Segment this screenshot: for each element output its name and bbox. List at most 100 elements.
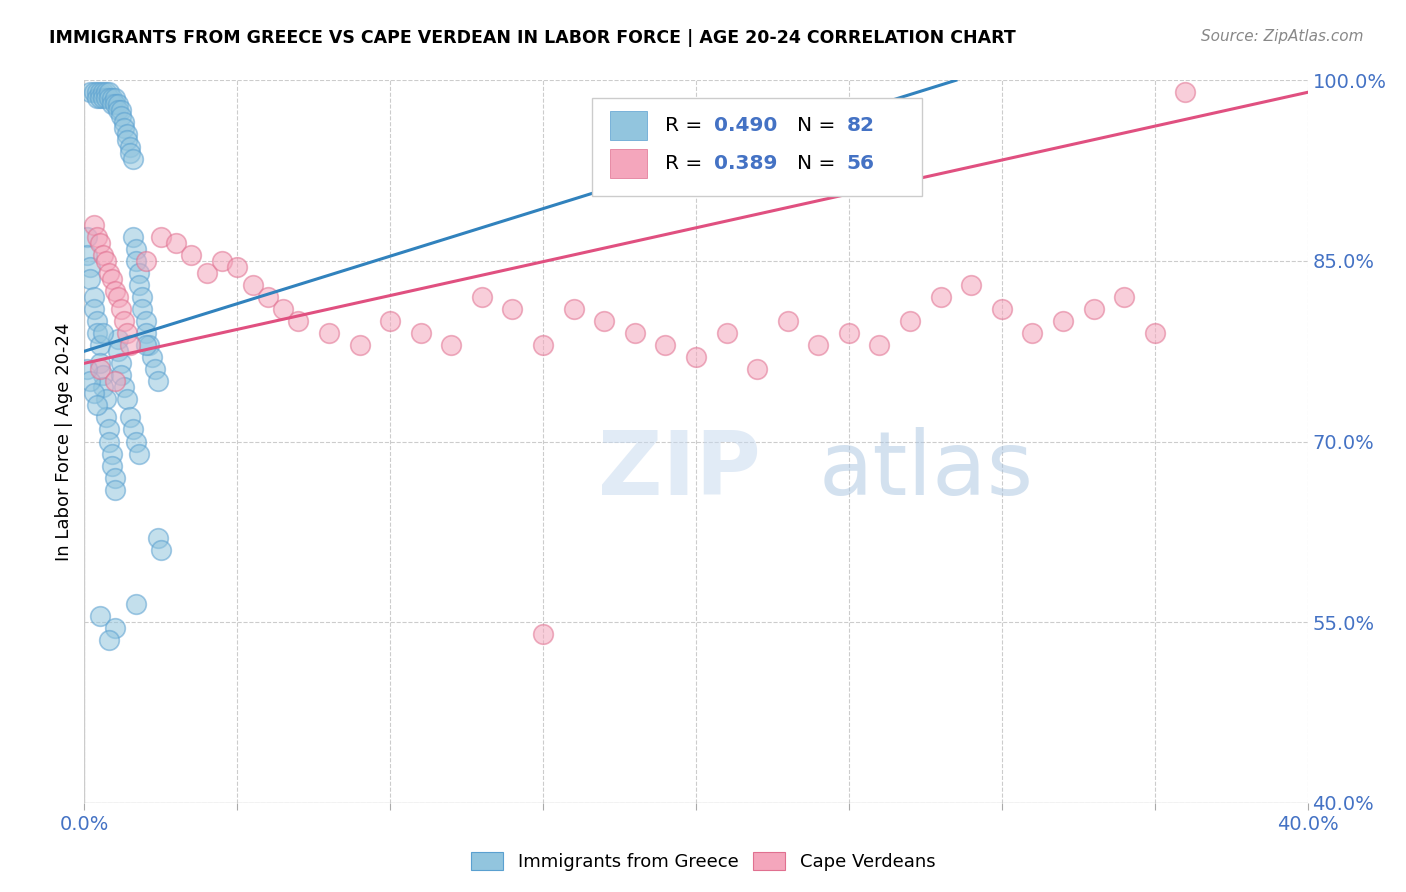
Point bbox=[94, 253, 117, 268]
Y-axis label: In Labor Force | Age 20-24: In Labor Force | Age 20-24 bbox=[55, 322, 73, 561]
Point bbox=[107, 103, 129, 118]
Point bbox=[97, 266, 120, 280]
Point bbox=[91, 368, 114, 383]
Point bbox=[120, 139, 142, 153]
Point bbox=[287, 314, 309, 328]
Point bbox=[120, 338, 142, 352]
Point bbox=[128, 277, 150, 292]
Point bbox=[125, 242, 148, 256]
Point bbox=[86, 91, 108, 105]
Point bbox=[143, 362, 166, 376]
Text: 0.389: 0.389 bbox=[714, 153, 778, 173]
Text: R =: R = bbox=[665, 116, 709, 136]
Point bbox=[94, 85, 117, 99]
Point bbox=[83, 386, 105, 401]
Point bbox=[79, 260, 101, 274]
Point bbox=[104, 470, 127, 484]
Point bbox=[89, 362, 111, 376]
FancyBboxPatch shape bbox=[592, 98, 922, 196]
Point bbox=[79, 85, 101, 99]
Point bbox=[138, 338, 160, 352]
Point bbox=[79, 374, 101, 388]
Point bbox=[91, 91, 114, 105]
Point bbox=[135, 314, 157, 328]
Point bbox=[83, 85, 105, 99]
Point bbox=[91, 326, 114, 340]
Text: 56: 56 bbox=[846, 153, 875, 173]
Point bbox=[1114, 290, 1136, 304]
Point bbox=[97, 633, 120, 648]
Point bbox=[76, 248, 98, 262]
Point bbox=[135, 338, 157, 352]
Text: 0.490: 0.490 bbox=[714, 116, 778, 136]
Point bbox=[94, 91, 117, 105]
Point bbox=[1052, 314, 1074, 328]
Point bbox=[1083, 301, 1105, 316]
Point bbox=[107, 332, 129, 346]
Point bbox=[112, 115, 135, 129]
Point bbox=[654, 338, 676, 352]
Point bbox=[149, 229, 172, 244]
Point bbox=[110, 368, 132, 383]
Point bbox=[131, 301, 153, 316]
Point bbox=[685, 350, 707, 364]
Point bbox=[1174, 85, 1197, 99]
Point bbox=[180, 248, 202, 262]
Point bbox=[562, 301, 585, 316]
Point bbox=[115, 133, 138, 147]
Point bbox=[869, 338, 891, 352]
Point bbox=[83, 290, 105, 304]
Point bbox=[91, 248, 114, 262]
Text: N =: N = bbox=[797, 153, 842, 173]
Point bbox=[97, 422, 120, 436]
Point bbox=[91, 380, 114, 394]
Point bbox=[104, 91, 127, 105]
Point bbox=[76, 362, 98, 376]
Point bbox=[107, 290, 129, 304]
Text: R =: R = bbox=[665, 153, 709, 173]
Point bbox=[89, 356, 111, 370]
Point bbox=[76, 229, 98, 244]
Point bbox=[135, 326, 157, 340]
Point bbox=[112, 314, 135, 328]
Point bbox=[97, 91, 120, 105]
Point bbox=[91, 85, 114, 99]
Point bbox=[531, 627, 554, 641]
Point bbox=[110, 103, 132, 118]
Point bbox=[960, 277, 983, 292]
Point bbox=[128, 446, 150, 460]
Point bbox=[97, 85, 120, 99]
Point bbox=[101, 446, 124, 460]
Point bbox=[83, 218, 105, 232]
Point bbox=[94, 392, 117, 407]
Point bbox=[120, 145, 142, 160]
Point bbox=[89, 338, 111, 352]
Point bbox=[257, 290, 280, 304]
Point bbox=[122, 229, 145, 244]
Point bbox=[89, 91, 111, 105]
Point bbox=[115, 392, 138, 407]
Point bbox=[242, 277, 264, 292]
Point bbox=[89, 235, 111, 250]
Point bbox=[110, 356, 132, 370]
Point bbox=[89, 609, 111, 624]
Point bbox=[86, 229, 108, 244]
Point bbox=[195, 266, 218, 280]
Point bbox=[1021, 326, 1043, 340]
Point bbox=[97, 434, 120, 449]
Point bbox=[211, 253, 233, 268]
Text: IMMIGRANTS FROM GREECE VS CAPE VERDEAN IN LABOR FORCE | AGE 20-24 CORRELATION CH: IMMIGRANTS FROM GREECE VS CAPE VERDEAN I… bbox=[49, 29, 1017, 46]
Point bbox=[86, 326, 108, 340]
Point bbox=[110, 301, 132, 316]
Point bbox=[898, 314, 921, 328]
Text: Source: ZipAtlas.com: Source: ZipAtlas.com bbox=[1201, 29, 1364, 44]
Point bbox=[86, 314, 108, 328]
Point bbox=[409, 326, 432, 340]
Point bbox=[226, 260, 249, 274]
Point bbox=[115, 326, 138, 340]
Point bbox=[107, 344, 129, 359]
Point bbox=[104, 483, 127, 497]
Point bbox=[107, 97, 129, 112]
Point bbox=[112, 380, 135, 394]
Point bbox=[807, 338, 830, 352]
